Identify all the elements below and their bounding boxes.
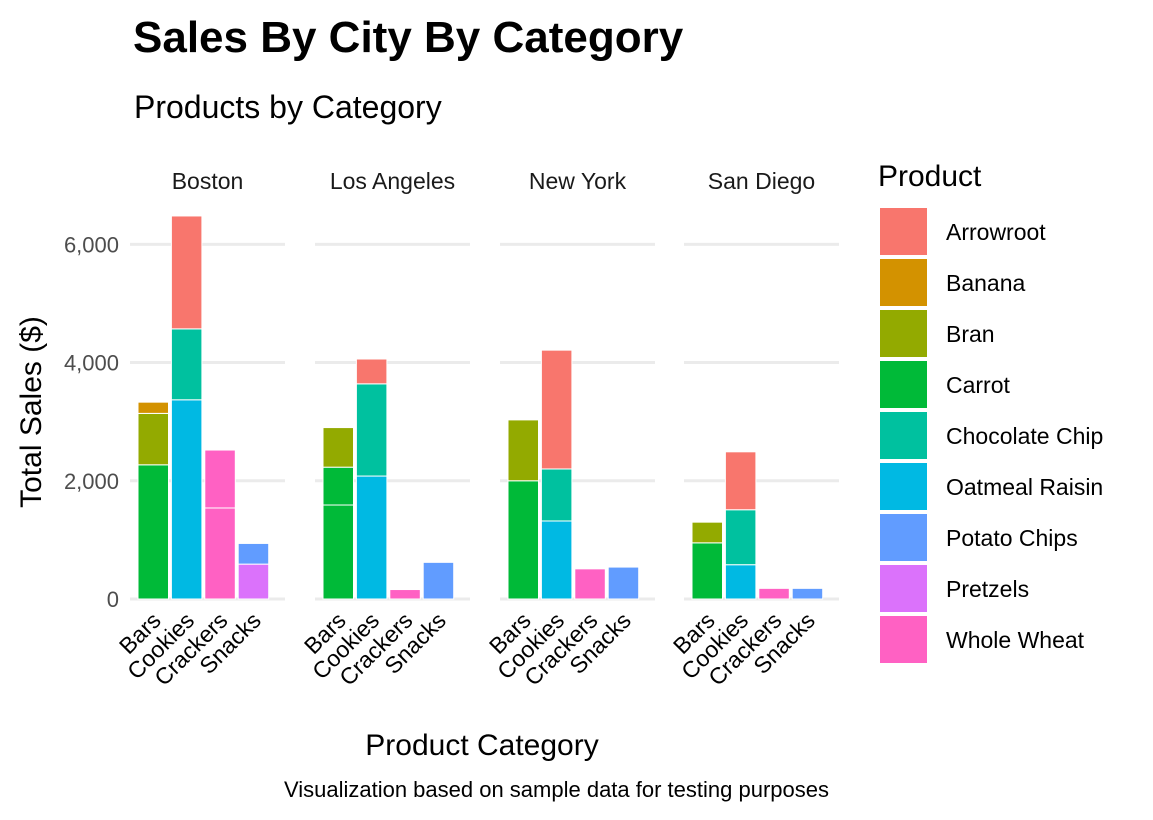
y-axis-title: Total Sales ($)	[15, 316, 48, 508]
y-tick-label: 6,000	[64, 232, 119, 257]
legend-swatch	[880, 310, 927, 357]
bar-segment-carrot	[322, 466, 354, 506]
bar-segment-bran	[507, 419, 539, 482]
bar-segment-chocolate-chip	[355, 383, 388, 477]
legend-swatch	[880, 412, 927, 459]
chart-caption: Visualization based on sample data for t…	[284, 777, 829, 802]
facet-label: Los Angeles	[330, 168, 455, 194]
bar-crackers	[758, 587, 790, 600]
legend-label: Whole Wheat	[946, 627, 1085, 653]
legend-item-carrot: Carrot	[880, 361, 1011, 408]
bar-segment-bran	[322, 427, 354, 468]
chart-subtitle: Products by Category	[134, 89, 442, 125]
legend-swatch	[880, 463, 927, 510]
bar-segment-potato-chips	[607, 566, 640, 600]
bar-snacks	[607, 566, 640, 600]
legend-label: Potato Chips	[946, 525, 1078, 551]
legend-item-banana: Banana	[880, 259, 1026, 306]
bar-segment-whole-wheat	[204, 449, 236, 509]
legend-label: Oatmeal Raisin	[946, 474, 1103, 500]
bar-segment-arrowroot	[170, 215, 203, 330]
bar-bars	[137, 401, 169, 600]
bar-segment-potato-chips	[791, 587, 824, 600]
legend-item-oatmeal-raisin: Oatmeal Raisin	[880, 463, 1103, 510]
y-tick-label: 2,000	[64, 469, 119, 494]
legend-label: Pretzels	[946, 576, 1029, 602]
legend-label: Chocolate Chip	[946, 423, 1103, 449]
bar-segment-carrot	[507, 480, 539, 600]
legend-swatch	[880, 259, 927, 306]
bar-segment-pretzels	[237, 563, 270, 600]
y-axis: 0 2,000 4,000 6,000	[64, 232, 119, 612]
legend-item-chocolate-chip: Chocolate Chip	[880, 412, 1103, 459]
legend-label: Arrowroot	[946, 219, 1046, 245]
bar-bars	[507, 419, 539, 600]
bar-crackers	[389, 589, 421, 600]
legend-swatch	[880, 361, 927, 408]
bar-bars	[322, 427, 354, 600]
legend-item-potato-chips: Potato Chips	[880, 514, 1078, 561]
legend-title: Product	[878, 160, 982, 193]
bar-cookies	[355, 358, 388, 600]
bar-cookies	[540, 349, 573, 600]
bar-segment-bran	[691, 521, 723, 544]
facet-label: New York	[529, 168, 627, 194]
x-axis-title: Product Category	[365, 729, 598, 762]
bar-snacks	[422, 561, 455, 600]
bar-bars	[691, 521, 723, 600]
bar-crackers	[574, 568, 606, 600]
bar-segment-chocolate-chip	[724, 509, 757, 566]
bar-segment-arrowroot	[355, 358, 388, 385]
bar-segment-potato-chips	[237, 542, 270, 565]
legend-swatch	[880, 514, 927, 561]
legend-item-bran: Bran	[880, 310, 995, 357]
bar-segment-carrot	[322, 504, 354, 600]
y-tick-label: 4,000	[64, 351, 119, 376]
y-tick-label: 0	[107, 587, 119, 612]
bar-segment-arrowroot	[724, 451, 757, 511]
facet-label: Boston	[172, 168, 244, 194]
legend-label: Bran	[946, 321, 995, 347]
bar-segment-arrowroot	[540, 349, 573, 470]
legend-swatch	[880, 565, 927, 612]
chart-title: Sales By City By Category	[133, 13, 684, 62]
legend-item-pretzels: Pretzels	[880, 565, 1029, 612]
legend-swatch	[880, 616, 927, 663]
bar-segment-chocolate-chip	[170, 328, 203, 401]
bar-snacks	[237, 542, 270, 600]
bar-segment-bran	[137, 412, 169, 466]
facet-label: San Diego	[708, 168, 815, 194]
legend: Product Arrowroot Banana Bran Carrot Chocola…	[878, 160, 1103, 663]
bar-segment-oatmeal-raisin	[170, 399, 203, 600]
bar-segment-potato-chips	[422, 561, 455, 600]
bar-segment-oatmeal-raisin	[724, 564, 757, 600]
legend-item-arrowroot: Arrowroot	[880, 208, 1046, 255]
bar-segment-carrot	[137, 464, 169, 600]
bar-segment-whole-wheat	[574, 568, 606, 600]
legend-swatch	[880, 208, 927, 255]
legend-item-whole-wheat: Whole Wheat	[880, 616, 1085, 663]
bar-segment-carrot	[691, 542, 723, 600]
bar-segment-oatmeal-raisin	[540, 520, 573, 600]
bar-crackers	[204, 449, 236, 600]
bar-cookies	[170, 215, 203, 600]
bar-segment-banana	[137, 401, 169, 414]
bar-snacks	[791, 587, 824, 600]
legend-label: Banana	[946, 270, 1026, 296]
bar-segment-chocolate-chip	[540, 468, 573, 522]
bar-segment-whole-wheat	[389, 589, 421, 600]
legend-label: Carrot	[946, 372, 1011, 398]
bar-segment-oatmeal-raisin	[355, 475, 388, 600]
bar-segment-whole-wheat	[758, 587, 790, 600]
bar-cookies	[724, 451, 757, 600]
bar-segment-whole-wheat	[204, 507, 236, 600]
